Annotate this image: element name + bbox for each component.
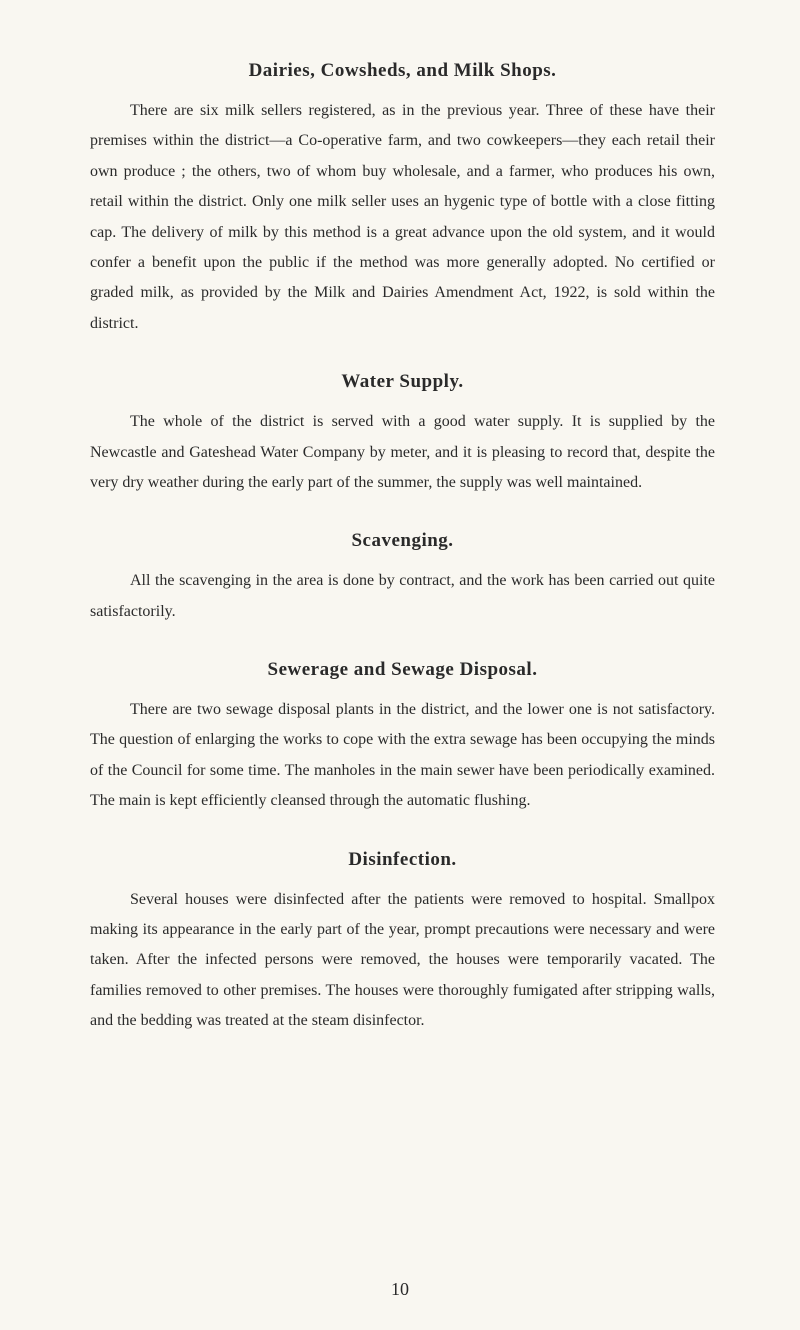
section-body-dairies: There are six milk sellers registered, a… xyxy=(90,96,715,339)
section-body-sewerage: There are two sewage disposal plants in … xyxy=(90,695,715,817)
section-title-sewerage: Sewerage and Sewage Disposal. xyxy=(90,659,715,681)
document-page: Dairies, Cowsheds, and Milk Shops. There… xyxy=(0,0,800,1330)
section-body-disinfection: Several houses were disinfected after th… xyxy=(90,885,715,1037)
section-title-scavenging: Scavenging. xyxy=(90,530,715,552)
section-title-disinfection: Disinfection. xyxy=(90,849,715,871)
section-title-dairies: Dairies, Cowsheds, and Milk Shops. xyxy=(90,60,715,82)
section-title-water: Water Supply. xyxy=(90,371,715,393)
section-body-scavenging: All the scavenging in the area is done b… xyxy=(90,566,715,627)
section-body-water: The whole of the district is served with… xyxy=(90,407,715,498)
page-number: 10 xyxy=(0,1279,800,1300)
